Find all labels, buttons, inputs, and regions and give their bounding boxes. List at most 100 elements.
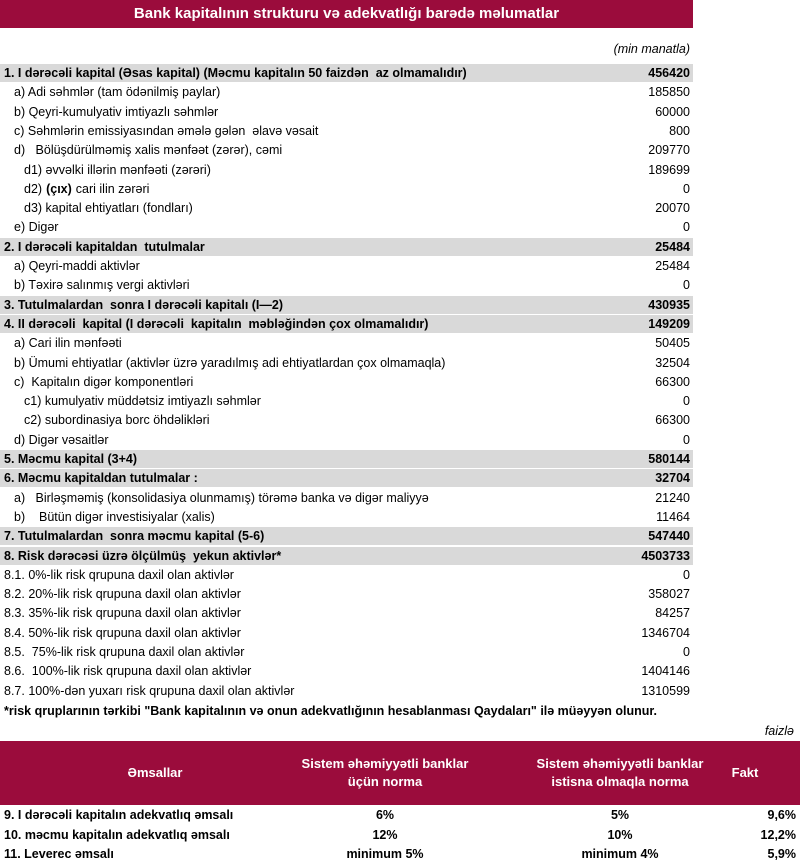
row-label: d) Bölüşdürülməmiş xalis mənfəət (zərər)…: [14, 141, 282, 159]
table-row: 8.2. 20%-lik risk qrupuna daxil olan akt…: [0, 585, 693, 603]
row-value: 4503733: [641, 548, 690, 563]
label-text: cari ilin zərəri: [75, 181, 150, 196]
label-text: d2): [24, 181, 43, 196]
table-row: b) Qeyri-kumulyativ imtiyazlı səhmlər 600…: [0, 103, 693, 121]
ratio-cell: 10%: [607, 827, 633, 842]
ratio-cell: 5,9%: [767, 847, 797, 861]
row-label: 8.7. 100%-dən yuxarı risk qrupuna daxil …: [4, 682, 294, 700]
ratio-cell: 12,2%: [760, 827, 796, 842]
label-text: d1) əvvəlki illərin mənfəəti (zərəri): [24, 162, 211, 177]
row-value: 0: [683, 567, 690, 582]
label-text: b) Ümumi ehtiyatlar (aktivlər üzrə yarad…: [14, 355, 446, 370]
table-row: 4. II dərəcəli kapital (I dərəcəli kapit…: [0, 314, 693, 333]
table-row: d) Bölüşdürülməmiş xalis mənfəət (zərər)…: [0, 141, 693, 159]
row-label: 2. I dərəcəli kapitaldan tutulmalar: [4, 238, 205, 256]
label-text: e) Digər: [14, 220, 59, 235]
label-text: b) Qeyri-kumulyativ imtiyazlı səhmlər: [14, 104, 219, 119]
table-row: c2) subordinasiya borc öhdəlikləri 66300: [0, 411, 693, 429]
row-value: 1310599: [641, 683, 690, 698]
table-row: b) Təxirə salınmış vergi aktivləri 0: [0, 276, 693, 294]
table-row: 8.5. 75%-lik risk qrupuna daxil olan akt…: [0, 643, 693, 661]
row-label: a) Qeyri-maddi aktivlər: [14, 257, 140, 275]
row-label: b) Bütün digər investisiyalar (xalis): [14, 508, 215, 526]
row-value: 1346704: [641, 625, 690, 640]
label-text: c2) subordinasiya borc öhdəlikləri: [24, 413, 210, 428]
table-row: c) Kapitalın digər komponentləri 66300: [0, 373, 693, 391]
label-text: 8. Risk dərəcəsi üzrə ölçülmüş yekun akt…: [4, 548, 282, 563]
label-text: d) Digər vəsaitlər: [14, 432, 109, 447]
ratio-cell: 10. məcmu kapitalın adekvatlıq əmsalı: [4, 827, 230, 842]
row-label: b) Təxirə salınmış vergi aktivləri: [14, 276, 190, 294]
row-value: 50405: [655, 336, 690, 351]
row-value: 580144: [648, 452, 690, 466]
row-label: c1) kumulyativ müddətsiz imtiyazlı səhml…: [24, 392, 261, 410]
label-text: 6. Məcmu kapitaldan tutulmalar :: [4, 471, 198, 486]
table-row: 6. Məcmu kapitaldan tutulmalar : 32704: [0, 469, 693, 488]
label-text: 4. II dərəcəli kapital (I dərəcəli kapit…: [4, 316, 429, 331]
unit-note: faizlə: [764, 724, 794, 738]
ratio-cell: minimum 5%: [346, 847, 424, 861]
label-text: 5. Məcmu kapital (3+4): [4, 452, 138, 466]
table-row: 8.4. 50%-lik risk qrupuna daxil olan akt…: [0, 624, 693, 642]
table-row: a) Cari ilin mənfəəti 50405: [0, 334, 693, 352]
ratio-header: Əmsallar Sistem əhəmiyyətli banklar üçün…: [0, 741, 800, 805]
row-value: 456420: [648, 66, 690, 80]
ratio-cell: minimum 4%: [581, 847, 659, 861]
row-value: 21240: [655, 490, 690, 505]
row-label: 6. Məcmu kapitaldan tutulmalar :: [4, 469, 198, 487]
row-value: 84257: [655, 606, 690, 621]
table-row: d2) (çıx) cari ilin zərəri 0: [0, 180, 693, 198]
row-label: 8.6. 100%-lik risk qrupuna daxil olan ak…: [4, 662, 251, 680]
row-label: d1) əvvəlki illərin mənfəəti (zərəri): [24, 161, 211, 179]
row-label: a) Birləşməmiş (konsolidasiya olunmamış)…: [14, 489, 429, 507]
header-cell: Sistem əhəmiyyətli banklar istisna olmaq…: [536, 756, 704, 789]
row-value: 66300: [655, 374, 690, 389]
label-text: a) Qeyri-maddi aktivlər: [14, 259, 140, 273]
row-value: 0: [683, 394, 690, 409]
label-bold: (çıx): [46, 181, 72, 196]
label-text: a) Birləşməmiş (konsolidasiya olunmamış)…: [14, 490, 429, 505]
row-value: 0: [683, 432, 690, 447]
label-text: 8.1. 0%-lik risk qrupuna daxil olan akti…: [4, 567, 234, 582]
ratio-cell: 6%: [375, 808, 395, 822]
ratio-cell: 5%: [610, 808, 630, 822]
label-text: c) Səhmlərin emissiyasından əmələ gələn …: [14, 123, 319, 138]
row-value: 189699: [648, 162, 690, 177]
ratio-row: 10. məcmu kapitalın adekvatlıq əmsalı 12%…: [0, 826, 800, 845]
table-row: 8.7. 100%-dən yuxarı risk qrupuna daxil …: [0, 682, 693, 700]
table-row: a) Qeyri-maddi aktivlər 25484: [0, 257, 693, 275]
row-label: 8.3. 35%-lik risk qrupuna daxil olan akt…: [4, 604, 241, 622]
label-text: 8.5. 75%-lik risk qrupuna daxil olan akt…: [4, 645, 245, 659]
table-row: c) Səhmlərin emissiyasından əmələ gələn …: [0, 122, 693, 140]
table-row: 8. Risk dərəcəsi üzrə ölçülmüş yekun akt…: [0, 546, 693, 565]
row-value: 32504: [655, 355, 690, 370]
label-text: 8.2. 20%-lik risk qrupuna daxil olan akt…: [4, 587, 241, 602]
ratio-cell: 11. Leverec əmsalı: [4, 847, 114, 861]
row-value: 209770: [648, 143, 690, 158]
row-label: d2) (çıx) cari ilin zərəri: [24, 180, 149, 198]
table-row: d3) kapital ehtiyatları (fondları) 20070: [0, 199, 693, 217]
row-value: 20070: [655, 201, 690, 216]
table-row: d1) əvvəlki illərin mənfəəti (zərəri) 189…: [0, 161, 693, 179]
row-label: 3. Tutulmalardan sonra I dərəcəli kapita…: [4, 296, 283, 314]
ratio-cell: 9. I dərəcəli kapitalın adekvatlıq əmsal…: [4, 808, 234, 822]
table-row: b) Bütün digər investisiyalar (xalis) 114…: [0, 508, 693, 526]
table-row: 8.1. 0%-lik risk qrupuna daxil olan akti…: [0, 566, 693, 584]
row-value: 0: [683, 645, 690, 659]
row-label: e) Digər: [14, 218, 58, 236]
row-label: d) Digər vəsaitlər: [14, 431, 108, 449]
row-label: 8.2. 20%-lik risk qrupuna daxil olan akt…: [4, 585, 241, 603]
header-cell: Əmsallar: [127, 765, 183, 780]
row-value: 547440: [648, 529, 690, 544]
label-text: 8.6. 100%-lik risk qrupuna daxil olan ak…: [4, 664, 252, 679]
table-row: 8.3. 35%-lik risk qrupuna daxil olan akt…: [0, 604, 693, 622]
row-value: 800: [669, 123, 690, 138]
row-label: c) Kapitalın digər komponentləri: [14, 373, 193, 391]
label-text: 7. Tutulmalardan sonra məcmu kapital (5-…: [4, 529, 265, 544]
row-label: 8. Risk dərəcəsi üzrə ölçülmüş yekun akt…: [4, 547, 281, 565]
row-value: 66300: [655, 413, 690, 428]
table-row: 3. Tutulmalardan sonra I dərəcəli kapita…: [0, 295, 693, 314]
row-label: b) Qeyri-kumulyativ imtiyazlı səhmlər: [14, 103, 218, 121]
row-label: 8.1. 0%-lik risk qrupuna daxil olan akti…: [4, 566, 234, 584]
label-text: 2. I dərəcəli kapitaldan tutulmalar: [4, 239, 205, 254]
